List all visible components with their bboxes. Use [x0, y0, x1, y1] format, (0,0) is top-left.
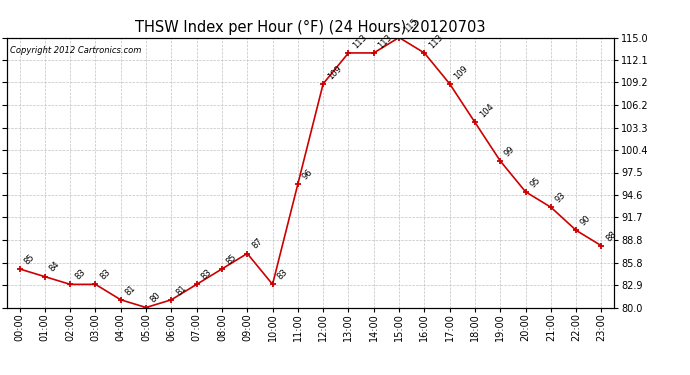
- Text: 81: 81: [174, 283, 188, 297]
- Text: 109: 109: [453, 63, 470, 81]
- Text: Copyright 2012 Cartronics.com: Copyright 2012 Cartronics.com: [10, 46, 141, 55]
- Text: 109: 109: [326, 63, 344, 81]
- Text: 93: 93: [553, 190, 567, 204]
- Text: 113: 113: [427, 33, 445, 50]
- Text: 99: 99: [503, 144, 517, 158]
- Text: 90: 90: [579, 214, 593, 228]
- Text: 88: 88: [604, 229, 618, 243]
- Text: 83: 83: [73, 268, 87, 282]
- Text: 96: 96: [301, 167, 315, 181]
- Title: THSW Index per Hour (°F) (24 Hours) 20120703: THSW Index per Hour (°F) (24 Hours) 2012…: [135, 20, 486, 35]
- Text: 85: 85: [22, 252, 36, 266]
- Text: 83: 83: [98, 268, 112, 282]
- Text: 95: 95: [529, 175, 542, 189]
- Text: 83: 83: [275, 268, 289, 282]
- Text: 83: 83: [199, 268, 213, 282]
- Text: 115: 115: [402, 17, 420, 35]
- Text: 113: 113: [351, 33, 369, 50]
- Text: 104: 104: [477, 102, 495, 120]
- Text: 84: 84: [48, 260, 61, 274]
- Text: 85: 85: [225, 252, 239, 266]
- Text: 81: 81: [124, 283, 137, 297]
- Text: 80: 80: [149, 291, 163, 305]
- Text: 87: 87: [250, 237, 264, 251]
- Text: 113: 113: [377, 33, 394, 50]
